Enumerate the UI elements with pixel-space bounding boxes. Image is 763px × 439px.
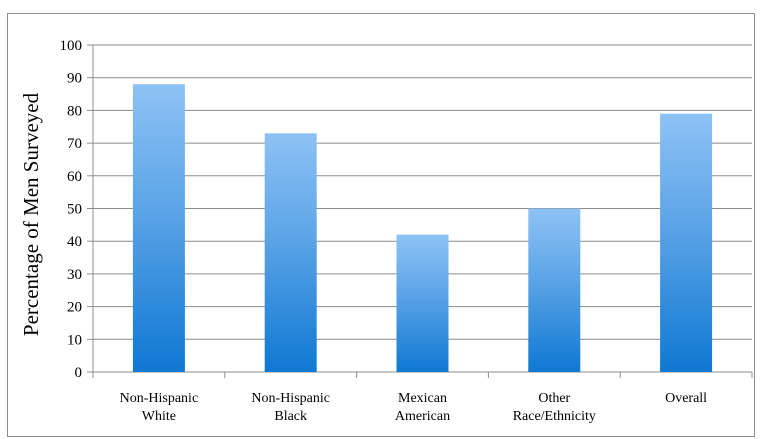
x-category-label: Non-Hispanic Black [251, 391, 330, 424]
y-tick-label: 30 [67, 267, 82, 283]
y-tick-labels: 0 10 20 30 40 50 60 70 80 90 100 [60, 38, 83, 381]
x-category-label: Non-Hispanic White [120, 391, 199, 424]
y-axis-title: Percentage of Men Surveyed [19, 92, 43, 336]
bars [132, 84, 713, 373]
y-tick-label: 20 [67, 300, 82, 316]
y-tick-label: 40 [67, 234, 82, 250]
x-category-label: Other Race/Ethnicity [513, 391, 596, 424]
bar-1 [264, 133, 317, 372]
x-category-label: Mexican American [395, 391, 450, 424]
bar-2 [396, 234, 449, 372]
y-tick-label: 90 [67, 71, 82, 87]
x-category-labels: Non-Hispanic White Non-Hispanic Black Mexica… [120, 391, 708, 424]
y-tick-label: 70 [67, 136, 82, 152]
y-tick-label: 10 [67, 332, 82, 348]
x-category-label: Overall [665, 391, 707, 406]
bar-0 [132, 84, 185, 373]
y-tick-label: 50 [67, 202, 82, 218]
y-tick-label: 60 [67, 169, 82, 185]
y-tick-label: 100 [60, 38, 83, 54]
y-tick-label: 0 [75, 365, 83, 381]
bar-3 [528, 208, 581, 372]
chart-frame [7, 13, 755, 437]
bar-4 [660, 113, 713, 373]
y-tick-label: 80 [67, 103, 82, 119]
